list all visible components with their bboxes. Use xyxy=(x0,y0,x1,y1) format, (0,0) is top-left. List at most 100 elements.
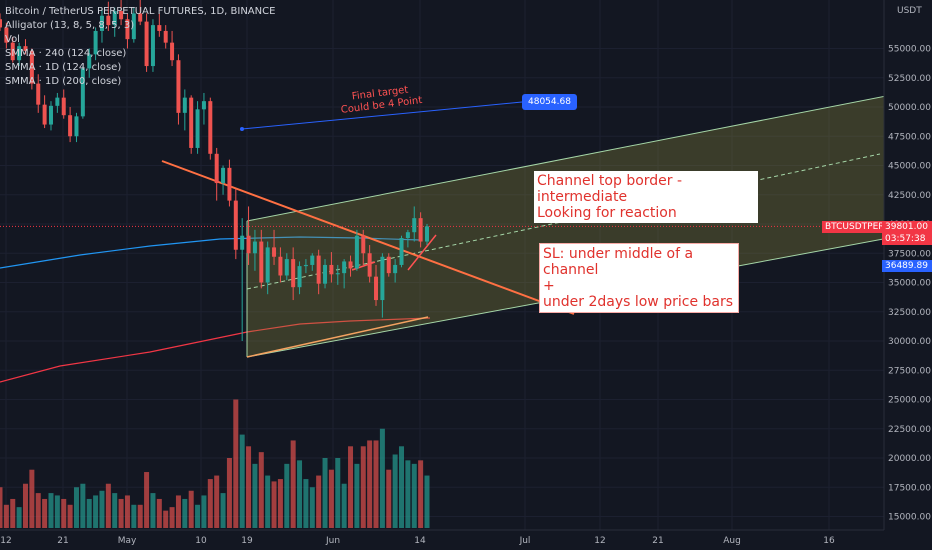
volume-bar xyxy=(22,483,28,528)
volume-bar xyxy=(80,483,86,528)
volume-bar xyxy=(290,440,296,528)
volume-bar xyxy=(118,498,124,528)
countdown-tag: 03:57:38 xyxy=(882,233,932,245)
price-tick-label: 30000.00 xyxy=(888,337,931,347)
candle-body xyxy=(201,101,206,110)
volume-bar xyxy=(277,479,283,528)
legend-smma-200[interactable]: SMMA · 1D (200, close) xyxy=(5,76,122,87)
candle-body xyxy=(278,256,283,276)
final-target-line xyxy=(241,101,523,130)
candle-body xyxy=(150,25,155,67)
channel-note[interactable]: Channel top border - intermediate Lookin… xyxy=(534,171,758,223)
volume-bar xyxy=(424,475,430,528)
candle-body xyxy=(297,266,302,288)
time-tick-label: 14 xyxy=(414,536,426,546)
legend-alligator[interactable]: Alligator (13, 8, 5, 8, 5, 3) xyxy=(5,20,135,31)
volume-bar xyxy=(137,504,143,528)
volume-bar xyxy=(3,504,9,528)
candle-body xyxy=(323,264,328,284)
candle-body xyxy=(425,226,429,242)
volume-bar xyxy=(195,504,201,528)
volume-bar xyxy=(316,475,322,528)
volume-bar xyxy=(182,498,188,528)
volume-bar xyxy=(354,463,360,528)
volume-bar xyxy=(150,493,156,528)
lower-support-line xyxy=(246,316,429,358)
price-tick-label: 27500.00 xyxy=(888,366,931,376)
candle-body xyxy=(214,153,219,184)
channel-and-trendlines xyxy=(0,86,932,383)
candle-body xyxy=(0,19,2,28)
price-tick-label: 50000.00 xyxy=(888,103,931,113)
candle-body xyxy=(335,273,340,275)
volume-bar xyxy=(201,495,207,528)
candle-body xyxy=(284,259,289,276)
symbol-tag: BTCUSDTPERP xyxy=(822,221,893,233)
candle-body xyxy=(157,25,162,31)
volume-bar xyxy=(297,460,303,528)
volume-bar xyxy=(348,446,354,528)
volume-bar xyxy=(328,469,334,528)
candle-body xyxy=(252,241,257,254)
candle-body xyxy=(380,256,385,301)
candle-body xyxy=(36,83,41,105)
volume-bar xyxy=(252,463,258,528)
candle-body xyxy=(119,11,124,20)
volume-bar xyxy=(35,493,41,528)
stop-loss-note[interactable]: SL: under middle of a channel + under 2d… xyxy=(539,243,739,313)
candle-body xyxy=(265,247,270,283)
volume-bar xyxy=(379,428,385,528)
price-tick-label: 45000.00 xyxy=(888,162,931,172)
legend-title[interactable]: Bitcoin / TetherUS PERPETUAL FUTURES, 1D… xyxy=(5,6,276,17)
candle-body xyxy=(374,276,379,301)
legend-smma-124[interactable]: SMMA · 1D (124, close) xyxy=(5,62,122,73)
candle-body xyxy=(240,235,245,250)
volume-bar xyxy=(67,504,73,528)
volume-bar xyxy=(265,475,271,528)
price-tick-label: 17500.00 xyxy=(888,483,931,493)
candle-body xyxy=(138,13,143,22)
candle-body xyxy=(316,255,321,284)
candle-body xyxy=(361,235,366,254)
price-tick-label: 15000.00 xyxy=(888,513,931,523)
volume-bar xyxy=(93,495,99,528)
volume-bar xyxy=(163,510,169,528)
volume-bar xyxy=(42,498,48,528)
volume-bar xyxy=(239,434,245,528)
volume-bar xyxy=(0,487,3,528)
candle-body xyxy=(221,167,226,184)
price-tick-label: 42500.00 xyxy=(888,191,931,201)
volume-bar xyxy=(86,498,92,528)
volume-bar xyxy=(169,507,175,528)
volume-bar xyxy=(258,452,264,528)
volume-bar xyxy=(156,498,162,528)
candle-body xyxy=(272,247,277,257)
price-tick-label: 37500.00 xyxy=(888,249,931,259)
candle-body xyxy=(348,261,353,269)
volume-bar xyxy=(105,483,111,528)
candle-body xyxy=(399,238,404,265)
legend-vol[interactable]: Vol xyxy=(5,34,20,45)
legend-smma-240[interactable]: SMMA · 240 (124, close) xyxy=(5,48,127,59)
projection-line xyxy=(407,234,437,271)
volume-bar xyxy=(309,487,315,528)
time-axis: 12 21 May 10 19 Jun 14 Jul 12 21 Aug 16 xyxy=(0,529,932,550)
candle-body xyxy=(131,13,136,40)
volume-bar xyxy=(271,481,277,528)
price-tick-label: 55000.00 xyxy=(888,45,931,55)
volume-bar xyxy=(360,446,366,528)
target-price-label[interactable]: 48054.68 xyxy=(522,94,577,110)
candle-body xyxy=(10,42,15,61)
volume-bar xyxy=(220,493,226,528)
volume-bar xyxy=(16,507,22,528)
time-tick-label: Jun xyxy=(325,536,340,546)
volume-bar xyxy=(99,490,105,528)
candle-body xyxy=(61,97,66,116)
candle-body xyxy=(208,101,213,154)
volume-bar xyxy=(246,446,252,528)
candle-body xyxy=(17,46,22,61)
channel-note-line2: Looking for reaction xyxy=(537,205,677,221)
candle-body xyxy=(144,21,149,67)
candle-body xyxy=(189,97,194,148)
candle-body xyxy=(367,253,372,277)
